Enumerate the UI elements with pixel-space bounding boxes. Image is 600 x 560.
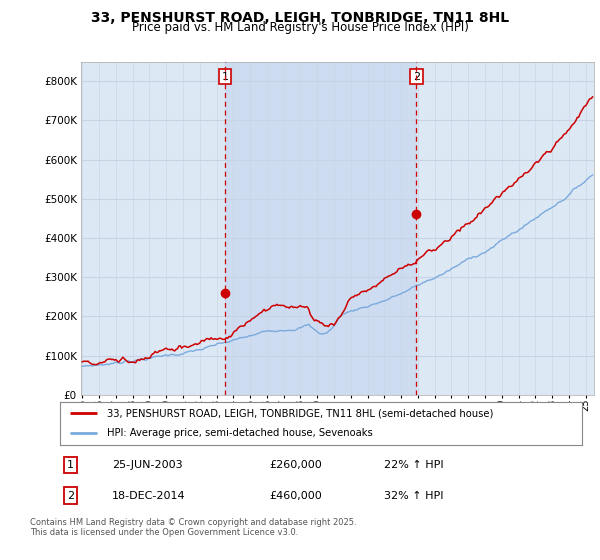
Bar [225,62,416,395]
Text: £260,000: £260,000 [269,460,322,470]
Text: Price paid vs. HM Land Registry's House Price Index (HPI): Price paid vs. HM Land Registry's House … [131,21,469,34]
Text: 1: 1 [67,460,74,470]
Text: 33, PENSHURST ROAD, LEIGH, TONBRIDGE, TN11 8HL: 33, PENSHURST ROAD, LEIGH, TONBRIDGE, TN… [91,11,509,25]
Text: 1: 1 [221,72,229,82]
Text: HPI: Average price, semi-detached house, Sevenoaks: HPI: Average price, semi-detached house,… [107,428,373,438]
Text: Contains HM Land Registry data © Crown copyright and database right 2025.
This d: Contains HM Land Registry data © Crown c… [30,518,356,538]
Text: 22% ↑ HPI: 22% ↑ HPI [383,460,443,470]
Text: 33, PENSHURST ROAD, LEIGH, TONBRIDGE, TN11 8HL (semi-detached house): 33, PENSHURST ROAD, LEIGH, TONBRIDGE, TN… [107,408,493,418]
Text: 32% ↑ HPI: 32% ↑ HPI [383,491,443,501]
Text: 18-DEC-2014: 18-DEC-2014 [112,491,186,501]
Text: £460,000: £460,000 [269,491,322,501]
Text: 25-JUN-2003: 25-JUN-2003 [112,460,183,470]
Text: 2: 2 [67,491,74,501]
Text: 2: 2 [413,72,420,82]
